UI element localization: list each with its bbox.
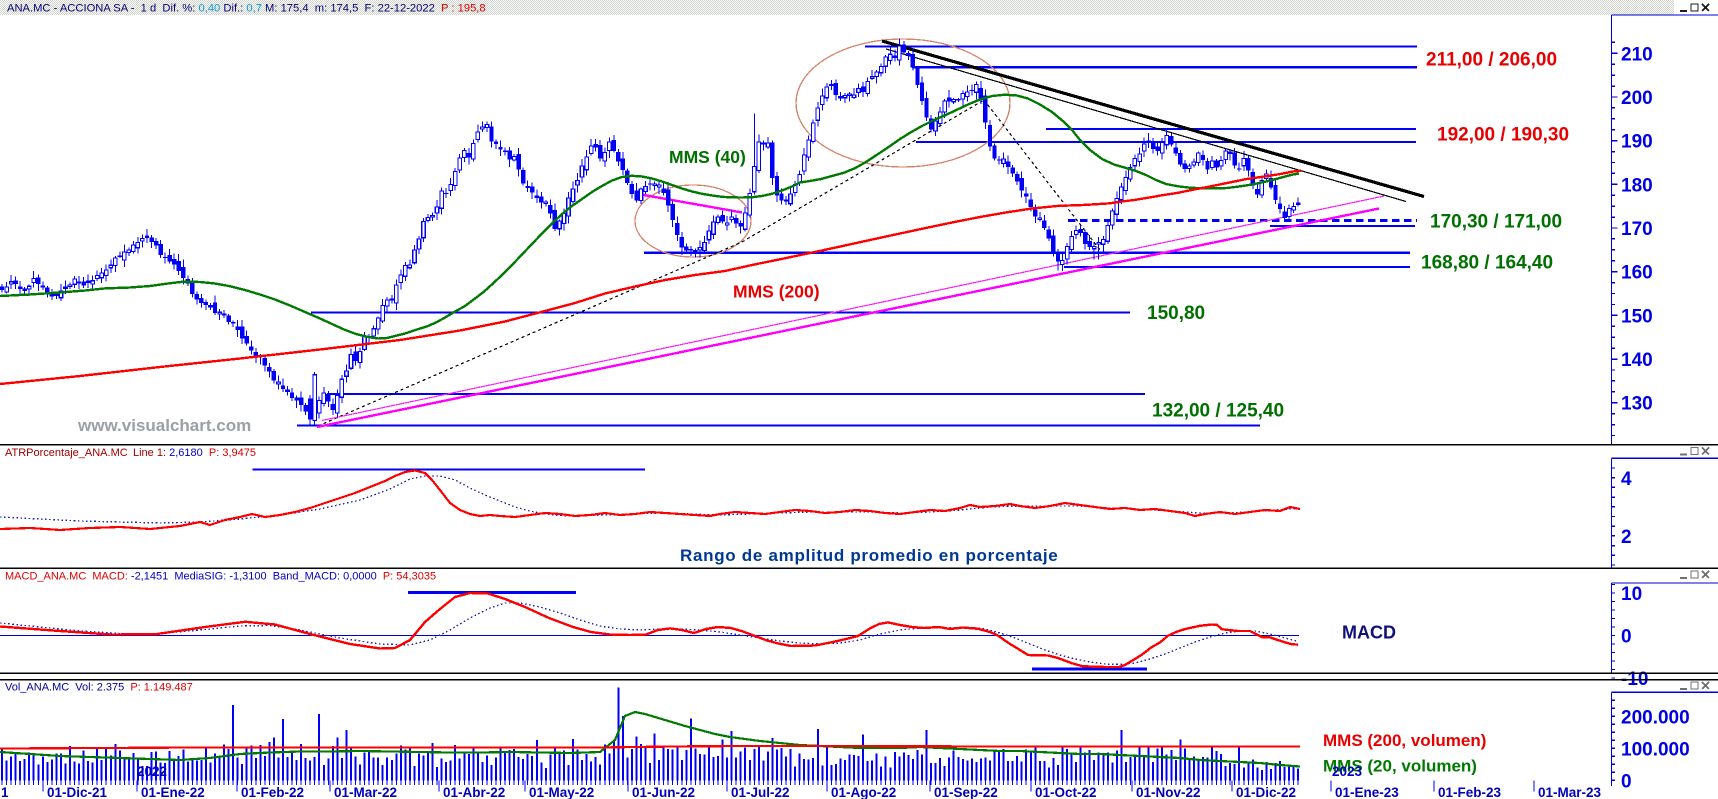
svg-text:1: 1 [1,785,9,799]
svg-text:Vol_ANA.MC Vol: 2.375 P: 1.1: Vol_ANA.MC Vol: 2.375 P: 1.149.487 [5,682,193,694]
svg-text:01-Sep-22: 01-Sep-22 [934,785,998,799]
svg-text:01-Ene-23: 01-Ene-23 [1335,785,1399,799]
svg-text:MACD_ANA.MC MACD: -2,1451 Me: MACD_ANA.MC MACD: -2,1451 MediaSIG: -1,3… [5,571,436,583]
svg-text:0: 0 [1621,772,1632,793]
svg-text:150,80: 150,80 [1147,303,1205,324]
svg-text:MMS (200): MMS (200) [733,282,820,302]
svg-text:MMS (40): MMS (40) [669,147,746,167]
svg-text:01-Jul-22: 01-Jul-22 [731,785,790,799]
svg-text:211,00 / 206,00: 211,00 / 206,00 [1426,50,1557,71]
svg-text:4: 4 [1621,469,1632,490]
svg-text:01-Feb-22: 01-Feb-22 [241,785,304,799]
svg-text:200: 200 [1621,88,1653,109]
svg-text:130: 130 [1621,394,1653,415]
svg-text:01-Abr-22: 01-Abr-22 [443,785,505,799]
svg-text:01-Dic-22: 01-Dic-22 [1236,785,1296,799]
svg-text:2: 2 [1621,527,1632,548]
svg-text:140: 140 [1621,350,1653,371]
svg-text:01-Feb-23: 01-Feb-23 [1438,785,1502,799]
svg-text:0: 0 [1621,627,1632,648]
svg-text:www.visualchart.com: www.visualchart.com [77,416,251,435]
svg-text:MMS (20, volumen): MMS (20, volumen) [1323,757,1477,776]
svg-text:170: 170 [1621,219,1653,240]
svg-text:01-Ago-22: 01-Ago-22 [831,785,896,799]
svg-text:01-Jun-22: 01-Jun-22 [632,785,695,799]
svg-text:210: 210 [1621,44,1653,65]
svg-text:01-May-22: 01-May-22 [529,785,594,799]
svg-text:168,80 / 164,40: 168,80 / 164,40 [1421,253,1553,274]
svg-text:200.000: 200.000 [1621,708,1690,729]
svg-text:01-Mar-22: 01-Mar-22 [334,785,397,799]
svg-text:2022: 2022 [137,764,167,779]
svg-text:10: 10 [1621,584,1642,605]
svg-text:MMS (200, volumen): MMS (200, volumen) [1323,731,1486,750]
svg-text:ANA.MC - ACCIONA SA - 1 d Di: ANA.MC - ACCIONA SA - 1 d Dif. %: 0,40 D… [7,3,486,15]
svg-text:180: 180 [1621,175,1653,196]
svg-text:MACD: MACD [1342,623,1396,643]
svg-text:01-Mar-23: 01-Mar-23 [1538,785,1602,799]
svg-text:ATRPorcentaje_ANA.MC: ATRPorcentaje_ANA.MC [5,447,128,459]
svg-text:01-Ene-22: 01-Ene-22 [141,785,205,799]
svg-text:192,00 / 190,30: 192,00 / 190,30 [1437,125,1569,146]
svg-text:170,30 / 171,00: 170,30 / 171,00 [1430,212,1562,233]
svg-text:2023: 2023 [1332,764,1363,779]
svg-text:100.000: 100.000 [1621,740,1690,761]
svg-text:Rango de amplitud promedio en: Rango de amplitud promedio en porcentaje [680,546,1058,565]
svg-text:160: 160 [1621,263,1653,284]
svg-text:01-Oct-22: 01-Oct-22 [1035,785,1097,799]
svg-text:150: 150 [1621,306,1653,327]
svg-text:01-Nov-22: 01-Nov-22 [1136,785,1201,799]
svg-text:Line 1: 2,6180 P: 3,9475: Line 1: 2,6180 P: 3,9475 [133,447,256,459]
svg-text:01-Dic-21: 01-Dic-21 [47,785,108,799]
svg-text:190: 190 [1621,132,1653,153]
svg-text:132,00 / 125,40: 132,00 / 125,40 [1152,401,1284,422]
